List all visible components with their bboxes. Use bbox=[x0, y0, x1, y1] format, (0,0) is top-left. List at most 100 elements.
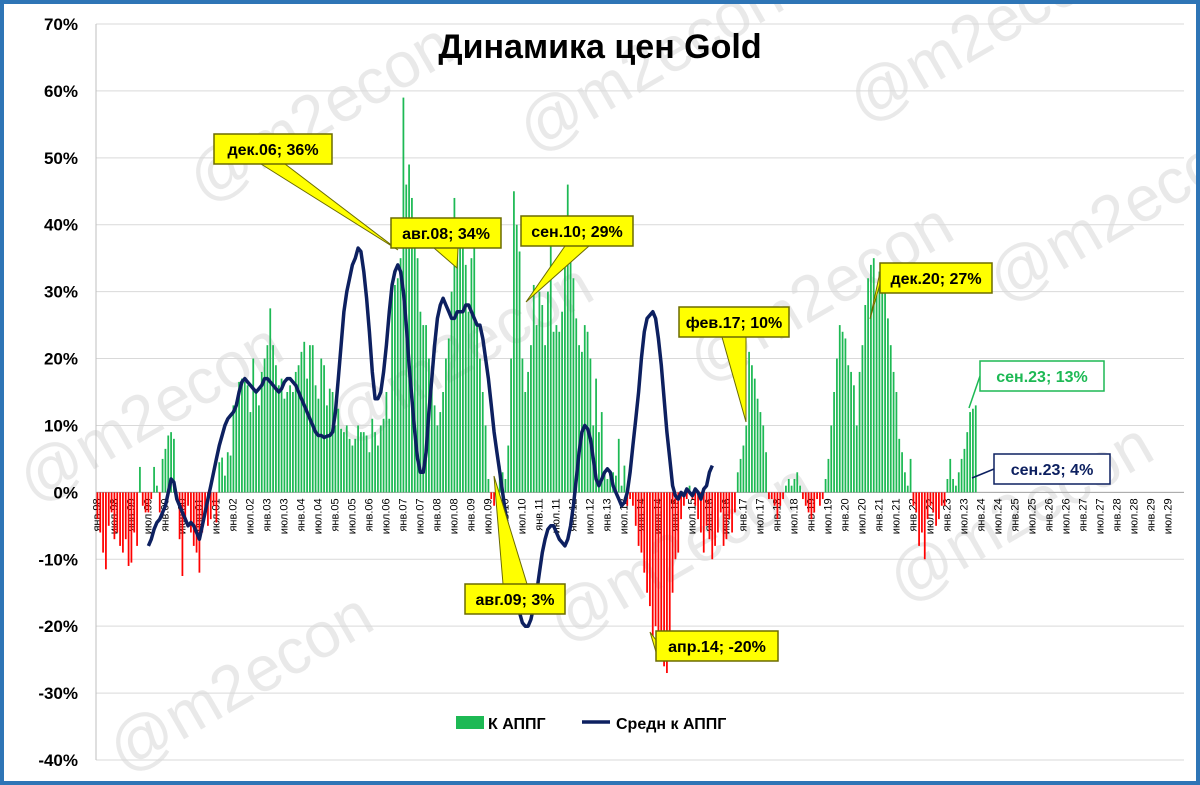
annotation-label: сен.10; 29% bbox=[531, 224, 623, 241]
bar bbox=[717, 492, 719, 533]
bar bbox=[938, 492, 940, 520]
bar bbox=[153, 466, 155, 493]
bar bbox=[181, 492, 184, 576]
bar bbox=[974, 405, 977, 493]
bar bbox=[668, 492, 671, 660]
bar bbox=[139, 466, 141, 493]
bar bbox=[649, 492, 651, 607]
x-tick-label: июл.17 bbox=[754, 498, 766, 534]
legend-label-line: Средн к АППГ bbox=[616, 716, 726, 733]
bar bbox=[515, 224, 518, 493]
x-tick-label: июл.15 bbox=[686, 498, 698, 534]
bar bbox=[901, 452, 903, 493]
bar bbox=[275, 365, 277, 493]
bar bbox=[949, 458, 952, 493]
bar bbox=[623, 465, 626, 493]
annotation-box bbox=[979, 360, 1105, 392]
bar bbox=[226, 452, 229, 493]
bar bbox=[255, 392, 257, 493]
bar bbox=[923, 492, 926, 560]
bar bbox=[620, 485, 623, 493]
bar bbox=[722, 492, 725, 546]
bar bbox=[549, 244, 552, 493]
bar bbox=[785, 485, 787, 493]
bar bbox=[841, 331, 844, 493]
bar bbox=[411, 197, 413, 493]
bar bbox=[739, 458, 742, 493]
legend-label-bars: К АППГ bbox=[488, 716, 546, 733]
bar bbox=[127, 492, 130, 566]
y-tick-label: 20% bbox=[44, 350, 78, 369]
bar bbox=[821, 492, 824, 500]
bar bbox=[425, 325, 427, 493]
bar bbox=[518, 251, 521, 493]
bar bbox=[609, 472, 612, 493]
bar bbox=[422, 325, 425, 493]
x-tick-label: янв.07 bbox=[397, 498, 409, 531]
bar bbox=[530, 345, 532, 493]
bar bbox=[238, 381, 240, 493]
bar bbox=[408, 164, 410, 493]
bar bbox=[966, 432, 969, 493]
bar bbox=[535, 325, 538, 493]
bar bbox=[844, 338, 847, 493]
bar bbox=[541, 305, 544, 493]
bar bbox=[178, 492, 181, 540]
bar bbox=[430, 385, 433, 493]
bar bbox=[362, 432, 365, 493]
bar bbox=[952, 478, 954, 493]
y-tick-label: 30% bbox=[44, 283, 78, 302]
bar bbox=[603, 472, 606, 493]
bar bbox=[391, 291, 393, 493]
x-tick-label: янв.02 bbox=[227, 498, 239, 531]
x-tick-label: июл.19 bbox=[822, 498, 834, 534]
bar bbox=[130, 492, 133, 563]
bar bbox=[932, 492, 935, 513]
x-tick-label: янв.03 bbox=[261, 498, 273, 531]
bar bbox=[504, 478, 507, 493]
bar bbox=[170, 432, 172, 493]
bar bbox=[833, 392, 835, 493]
annotation-pointer bbox=[432, 247, 459, 270]
bar bbox=[909, 458, 912, 493]
bar bbox=[476, 325, 478, 493]
bar bbox=[306, 378, 308, 493]
bar bbox=[314, 385, 317, 493]
x-tick-label: янв.24 bbox=[975, 498, 987, 531]
bar bbox=[657, 492, 660, 647]
bar bbox=[116, 492, 119, 533]
bar bbox=[858, 371, 861, 493]
bar bbox=[864, 305, 867, 493]
bar bbox=[510, 358, 512, 493]
x-tick-label: янв.21 bbox=[873, 498, 885, 531]
annotation-callout: дек.20; 27% bbox=[869, 262, 993, 320]
x-tick-label: июл.20 bbox=[856, 498, 868, 534]
bar bbox=[141, 492, 144, 506]
bar bbox=[566, 184, 569, 493]
bar bbox=[773, 492, 776, 506]
bar bbox=[830, 425, 833, 493]
x-tick-label: июл.08 bbox=[448, 498, 460, 534]
bar bbox=[102, 492, 104, 553]
bar bbox=[742, 445, 745, 493]
bar bbox=[300, 351, 303, 493]
bar bbox=[765, 452, 767, 493]
bar bbox=[490, 492, 493, 500]
bar bbox=[538, 291, 541, 493]
bar bbox=[377, 445, 379, 493]
bar bbox=[133, 492, 136, 533]
bar bbox=[802, 492, 804, 500]
bar bbox=[351, 445, 354, 493]
bar bbox=[286, 392, 289, 493]
bar bbox=[626, 492, 629, 506]
bar bbox=[532, 284, 535, 493]
bar bbox=[368, 452, 371, 493]
bar bbox=[394, 284, 396, 493]
bar bbox=[904, 472, 906, 493]
bar bbox=[855, 425, 858, 493]
bar bbox=[969, 412, 971, 493]
bar bbox=[436, 425, 439, 493]
watermark-layer: @m2econ @m2econ @m2econ@m2econ @m2econ @m2ec… bbox=[5, 4, 1196, 781]
bar bbox=[221, 457, 223, 493]
bar bbox=[719, 492, 722, 513]
